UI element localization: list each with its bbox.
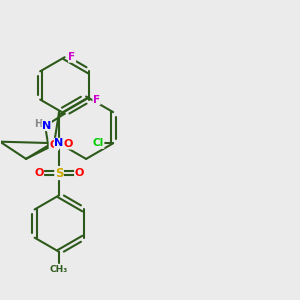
Text: N: N xyxy=(54,138,64,148)
Text: O: O xyxy=(75,168,84,178)
Text: CH₃: CH₃ xyxy=(50,265,68,274)
Text: Cl: Cl xyxy=(93,138,104,148)
Text: O: O xyxy=(64,139,73,149)
Text: F: F xyxy=(68,52,76,62)
Text: N: N xyxy=(42,121,51,130)
Text: F: F xyxy=(93,94,100,105)
Text: S: S xyxy=(55,167,63,179)
Text: H: H xyxy=(34,119,42,129)
Text: O: O xyxy=(49,140,58,150)
Text: O: O xyxy=(34,168,44,178)
